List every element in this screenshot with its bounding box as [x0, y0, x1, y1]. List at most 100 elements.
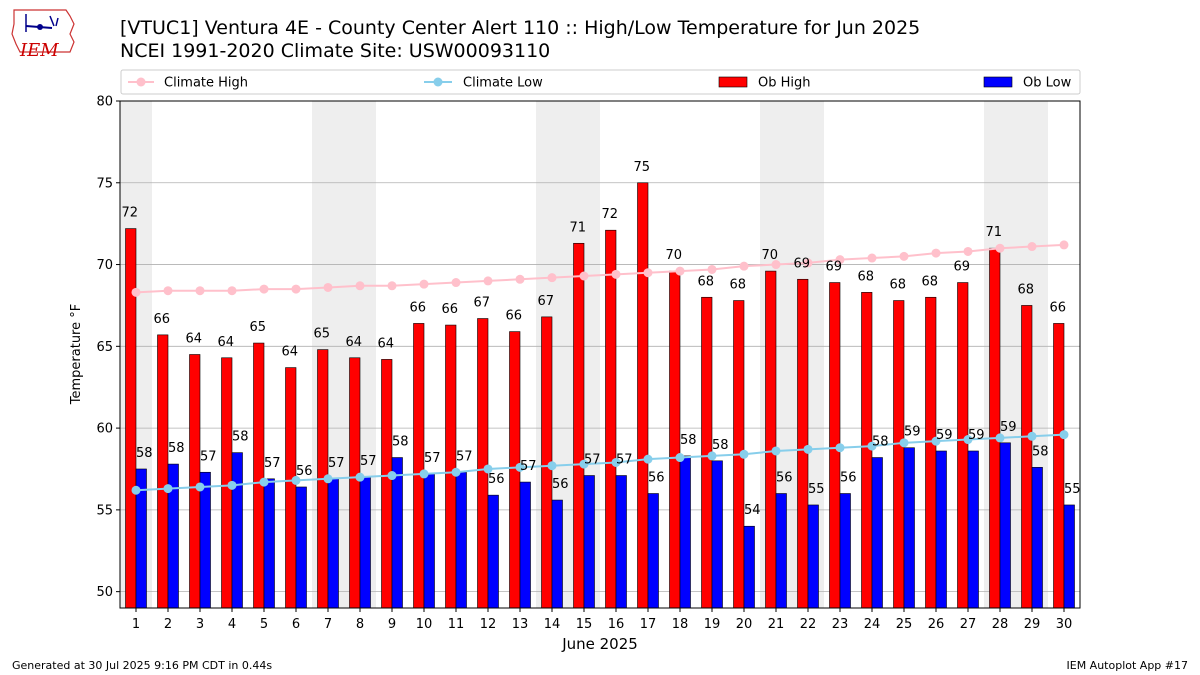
climate-high-point: [323, 282, 333, 292]
climate-low-point: [931, 436, 941, 446]
x-tick-label: 6: [292, 617, 300, 632]
x-tick-label: 21: [768, 617, 785, 632]
ob-low-value-label: 57: [584, 453, 601, 468]
ob-low-bar: [1063, 504, 1075, 609]
climate-low-point: [387, 471, 397, 481]
climate-high-point: [707, 264, 717, 274]
ob-high-value-label: 72: [601, 207, 618, 222]
x-tick-label: 29: [1024, 617, 1041, 632]
climate-high-point: [163, 286, 173, 296]
ob-high-value-label: 70: [761, 248, 778, 263]
climate-high-point: [259, 284, 269, 294]
ob-low-value-label: 57: [616, 453, 633, 468]
ob-low-bar: [231, 452, 243, 609]
climate-low-point: [515, 462, 525, 472]
ob-low-bar: [327, 478, 339, 609]
x-tick-label: 8: [356, 617, 364, 632]
climate-high-point: [355, 281, 365, 291]
ob-low-bar: [199, 471, 211, 609]
climate-high-point: [515, 274, 525, 284]
data-labels: 72 66 64 64 65 64 65 64 64 66 66 67 66 67 71 72 75 70 68 68…: [121, 160, 1080, 518]
climate-high-point: [995, 243, 1005, 253]
ob-low-value-label: 58: [392, 435, 409, 450]
logo-text: IEM: [20, 40, 59, 61]
iem-logo-graphic: [11, 9, 75, 53]
ob-low-value-label: 56: [840, 471, 857, 486]
y-tick-label: 80: [96, 95, 113, 110]
ob-low-bar: [775, 493, 787, 609]
ob-high-value-label: 66: [153, 312, 170, 327]
generated-timestamp: Generated at 30 Jul 2025 9:16 PM CDT in …: [12, 659, 273, 672]
climate-high-point: [771, 260, 781, 270]
x-tick-label: 30: [1056, 617, 1073, 632]
ob-low-value-label: 57: [264, 456, 281, 471]
climate-low-point: [1059, 430, 1069, 440]
ob-low-value-label: 57: [360, 454, 377, 469]
x-tick-label: 16: [608, 617, 625, 632]
climate-low-point: [451, 467, 461, 477]
legend-climate-low-label: Climate Low: [463, 76, 543, 91]
ob-low-bar: [935, 450, 947, 609]
legend-climate-high: Climate High: [128, 76, 248, 91]
ob-high-value-label: 65: [249, 320, 266, 335]
app-credit: IEM Autoplot App #17: [1066, 659, 1189, 672]
ob-high-bar: [253, 342, 265, 609]
legend-ob-low-label: Ob Low: [1023, 76, 1072, 91]
chart-title: [VTUC1] Ventura 4E - County Center Alert…: [120, 17, 921, 39]
ob-low-bar: [263, 478, 275, 609]
ob-low-bar: [807, 504, 819, 609]
ob-high-bar: [381, 359, 393, 609]
ob-low-bar: [487, 494, 499, 609]
climate-low-point: [323, 474, 333, 484]
climate-high-point: [899, 251, 909, 261]
ob-high-bar: [797, 278, 809, 609]
ob-low-bar: [871, 457, 883, 609]
climate-high-point: [1027, 242, 1037, 252]
climate-low-point: [547, 461, 557, 471]
y-tick-label: 60: [96, 422, 113, 437]
ob-low-value-label: 56: [648, 471, 665, 486]
ob-high-value-label: 69: [825, 260, 842, 275]
ob-high-bar: [637, 182, 649, 609]
ob-high-value-label: 64: [377, 336, 394, 351]
ob-high-bar: [285, 367, 297, 609]
ob-high-bar: [605, 229, 617, 609]
climate-high-point: [931, 248, 941, 258]
ob-high-bar: [765, 270, 777, 609]
ob-high-bar: [1021, 305, 1033, 609]
x-tick-label: 24: [864, 617, 881, 632]
ob-high-value-label: 68: [857, 269, 874, 284]
climate-high-point: [867, 253, 877, 263]
ob-low-value-label: 59: [936, 428, 953, 443]
x-tick-label: 9: [388, 617, 396, 632]
climate-high-line: [135, 243, 1065, 294]
ob-high-bar: [669, 270, 681, 609]
ob-high-bar: [349, 357, 361, 609]
ob-low-bar: [999, 442, 1011, 609]
ob-high-value-label: 64: [185, 332, 202, 347]
climate-low-point: [355, 472, 365, 482]
climate-low-point: [131, 485, 141, 495]
x-tick-label: 12: [480, 617, 497, 632]
x-tick-label: 7: [324, 617, 332, 632]
ob-high-bar: [477, 318, 489, 609]
climate-high-point: [227, 286, 237, 296]
ob-high-value-label: 69: [793, 256, 810, 271]
ob-high-bar: [445, 324, 457, 609]
x-tick-label: 19: [704, 617, 721, 632]
ob-low-bar: [647, 493, 659, 609]
ob-high-bar: [925, 296, 937, 609]
ob-high-bar: [957, 282, 969, 609]
climate-high-point: [483, 276, 493, 286]
climate-low-point: [163, 484, 173, 494]
ob-low-bar: [1031, 467, 1043, 609]
ob-high-value-label: 67: [537, 294, 554, 309]
ob-low-value-label: 58: [232, 430, 249, 445]
climate-low-point: [899, 438, 909, 448]
legend-ob-low: Ob Low: [983, 76, 1072, 91]
ob-high-value-label: 71: [985, 225, 1002, 240]
ob-high-value-label: 66: [505, 309, 522, 324]
ob-high-value-label: 69: [953, 260, 970, 275]
climate-low-point: [707, 451, 717, 461]
x-tick-label: 11: [448, 617, 465, 632]
